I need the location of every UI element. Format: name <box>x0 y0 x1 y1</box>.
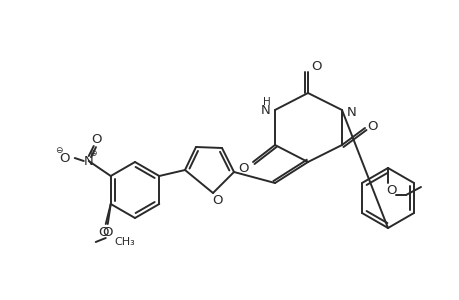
Text: O: O <box>311 59 322 73</box>
Text: ⊖: ⊖ <box>55 146 62 154</box>
Text: O: O <box>98 226 109 238</box>
Text: ⊕: ⊕ <box>89 148 96 158</box>
Text: O: O <box>367 119 377 133</box>
Text: CH₃: CH₃ <box>114 237 135 247</box>
Text: H: H <box>263 97 270 107</box>
Text: O: O <box>91 133 102 146</box>
Text: O: O <box>59 152 70 164</box>
Text: O: O <box>212 194 223 206</box>
Text: O: O <box>238 161 249 175</box>
Text: N: N <box>261 103 270 116</box>
Text: O: O <box>102 226 113 238</box>
Text: N: N <box>346 106 356 118</box>
Text: O: O <box>386 184 397 196</box>
Text: N: N <box>84 154 94 167</box>
